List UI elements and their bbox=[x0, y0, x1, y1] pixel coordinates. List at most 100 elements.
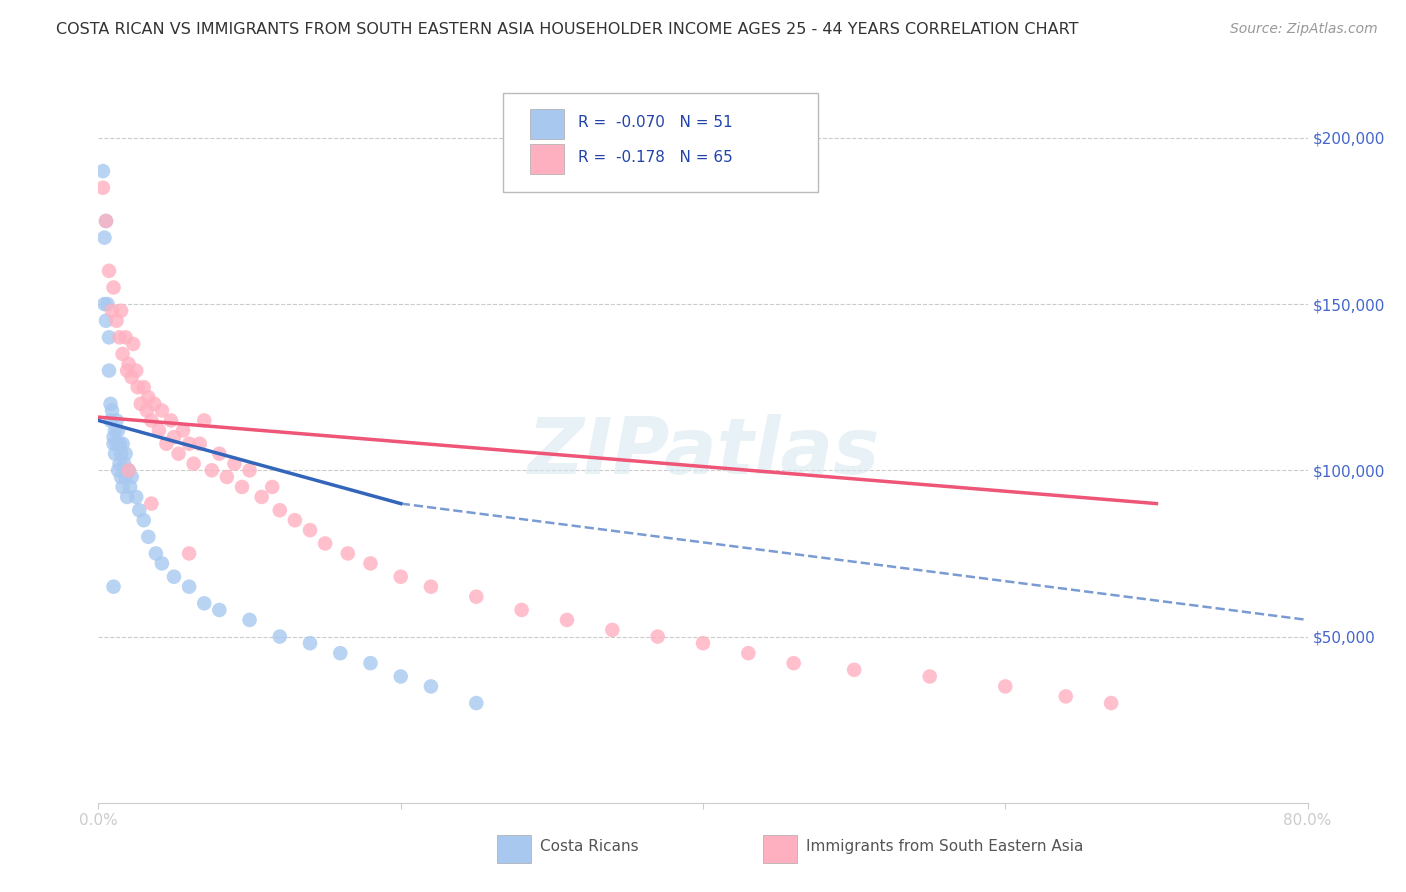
Point bbox=[145, 546, 167, 560]
Point bbox=[105, 436, 128, 450]
Point bbox=[136, 390, 159, 404]
Point bbox=[465, 590, 488, 604]
Point bbox=[121, 370, 143, 384]
Point bbox=[91, 180, 114, 194]
Point bbox=[110, 303, 132, 318]
Point bbox=[510, 603, 533, 617]
Point bbox=[94, 214, 117, 228]
Point bbox=[115, 490, 138, 504]
Point bbox=[103, 436, 125, 450]
Point bbox=[132, 513, 155, 527]
Point bbox=[555, 613, 578, 627]
Point bbox=[150, 403, 173, 417]
Point bbox=[110, 447, 132, 461]
Point bbox=[299, 636, 322, 650]
Point bbox=[118, 463, 141, 477]
Point bbox=[108, 330, 131, 344]
Point bbox=[329, 646, 352, 660]
Point bbox=[105, 413, 128, 427]
Point bbox=[215, 470, 238, 484]
Point bbox=[108, 436, 131, 450]
Point bbox=[160, 413, 183, 427]
Point bbox=[93, 297, 115, 311]
Point bbox=[112, 457, 135, 471]
Point bbox=[148, 424, 170, 438]
Point bbox=[183, 457, 205, 471]
Point bbox=[127, 380, 149, 394]
Point bbox=[250, 490, 273, 504]
Point bbox=[163, 570, 186, 584]
FancyBboxPatch shape bbox=[530, 144, 564, 175]
Point bbox=[208, 447, 231, 461]
Point bbox=[201, 463, 224, 477]
Point bbox=[389, 570, 412, 584]
Point bbox=[420, 580, 443, 594]
Point bbox=[104, 447, 127, 461]
Text: Source: ZipAtlas.com: Source: ZipAtlas.com bbox=[1230, 22, 1378, 37]
Point bbox=[93, 230, 115, 244]
Point bbox=[602, 623, 624, 637]
Point bbox=[105, 314, 128, 328]
Point bbox=[129, 397, 152, 411]
Point bbox=[179, 546, 201, 560]
Point bbox=[167, 447, 190, 461]
Point bbox=[114, 330, 136, 344]
Point bbox=[647, 630, 669, 644]
Point bbox=[143, 397, 166, 411]
Point bbox=[98, 330, 121, 344]
Text: COSTA RICAN VS IMMIGRANTS FROM SOUTH EASTERN ASIA HOUSEHOLDER INCOME AGES 25 - 4: COSTA RICAN VS IMMIGRANTS FROM SOUTH EAS… bbox=[56, 22, 1078, 37]
Point bbox=[121, 470, 143, 484]
Point bbox=[118, 357, 141, 371]
Point bbox=[96, 297, 118, 311]
Point bbox=[231, 480, 253, 494]
Point bbox=[115, 363, 138, 377]
Text: Immigrants from South Eastern Asia: Immigrants from South Eastern Asia bbox=[806, 839, 1083, 855]
FancyBboxPatch shape bbox=[498, 835, 531, 863]
Point bbox=[284, 513, 307, 527]
Point bbox=[193, 596, 215, 610]
Point bbox=[100, 413, 122, 427]
Point bbox=[125, 490, 148, 504]
Point bbox=[994, 680, 1017, 694]
Point bbox=[94, 214, 117, 228]
Point bbox=[101, 303, 124, 318]
Point bbox=[141, 413, 163, 427]
Point bbox=[103, 280, 125, 294]
Point bbox=[114, 447, 136, 461]
Point bbox=[163, 430, 186, 444]
Point bbox=[136, 530, 159, 544]
Point bbox=[239, 463, 262, 477]
Point bbox=[336, 546, 359, 560]
Point bbox=[103, 430, 125, 444]
Point bbox=[103, 580, 125, 594]
Point bbox=[125, 363, 148, 377]
Point bbox=[107, 424, 129, 438]
Point bbox=[208, 603, 231, 617]
Point bbox=[98, 363, 121, 377]
Point bbox=[104, 424, 127, 438]
Point bbox=[108, 457, 131, 471]
Text: ZIPatlas: ZIPatlas bbox=[527, 414, 879, 490]
Point bbox=[239, 613, 262, 627]
Point bbox=[188, 436, 211, 450]
Point bbox=[110, 470, 132, 484]
Point bbox=[269, 503, 291, 517]
Text: Costa Ricans: Costa Ricans bbox=[540, 839, 638, 855]
Point bbox=[111, 436, 134, 450]
Point bbox=[128, 503, 150, 517]
Point bbox=[360, 656, 382, 670]
Point bbox=[114, 470, 136, 484]
Point bbox=[262, 480, 284, 494]
Point bbox=[1054, 690, 1077, 704]
Point bbox=[172, 424, 194, 438]
Point bbox=[844, 663, 866, 677]
Point bbox=[120, 480, 142, 494]
Point bbox=[100, 397, 122, 411]
Point bbox=[224, 457, 246, 471]
Point bbox=[389, 669, 412, 683]
Point bbox=[98, 264, 121, 278]
Point bbox=[91, 164, 114, 178]
Point bbox=[107, 463, 129, 477]
Point bbox=[918, 669, 941, 683]
Point bbox=[420, 680, 443, 694]
